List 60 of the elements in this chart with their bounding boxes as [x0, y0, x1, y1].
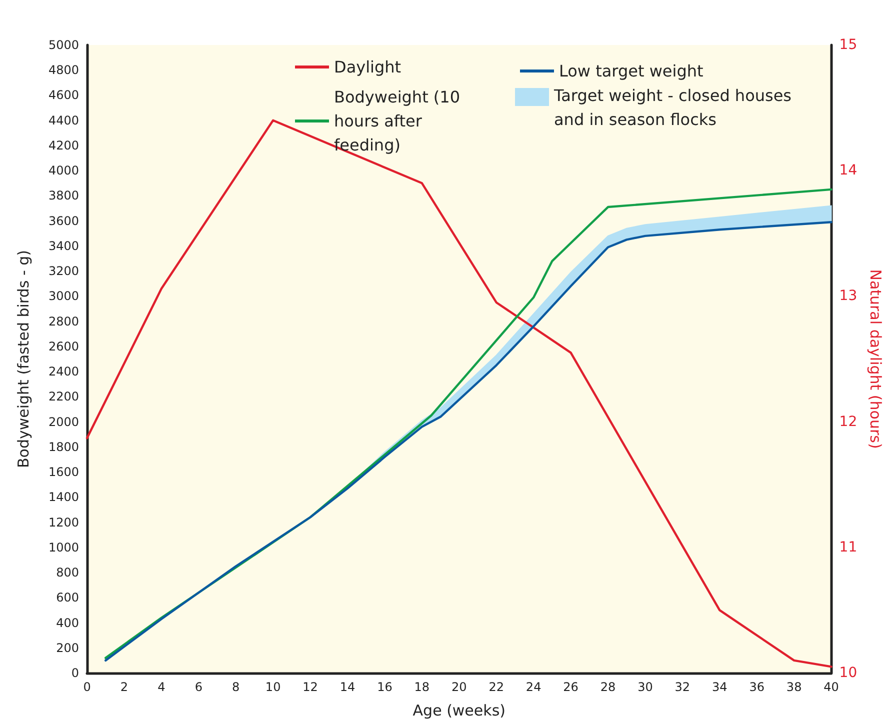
x-tick-label: 30	[638, 680, 653, 694]
y-tick-label: 600	[56, 590, 79, 605]
x-tick-label: 18	[414, 680, 430, 694]
y-tick-label: 400	[56, 616, 79, 630]
y-tick-label: 2600	[48, 339, 79, 354]
x-tick-label: 0	[83, 680, 91, 694]
x-tick-label: 20	[452, 680, 467, 694]
y-tick-label: 3400	[48, 238, 79, 253]
y-tick-label: 3600	[48, 214, 79, 228]
y-tick-label: 3200	[48, 264, 79, 278]
y2-tick-label: 15	[839, 37, 858, 53]
y2-axis-title: Natural daylight (hours)	[866, 269, 884, 449]
x-tick-label: 16	[377, 680, 392, 694]
x-tick-label: 4	[158, 680, 166, 694]
y-tick-label: 4600	[48, 88, 79, 102]
x-tick-label: 6	[194, 680, 202, 694]
x-tick-label: 36	[749, 680, 764, 694]
x-tick-label: 10	[265, 680, 281, 694]
y-tick-label: 3800	[48, 188, 79, 203]
x-tick-label: 22	[488, 680, 504, 694]
y-tick-label: 4400	[48, 113, 79, 128]
y-tick-label: 0	[71, 666, 79, 680]
y-tick-label: 3000	[48, 289, 79, 304]
x-tick-label: 8	[232, 680, 240, 694]
y-tick-label: 1600	[48, 465, 79, 480]
y-tick-label: 1000	[48, 540, 79, 554]
y-tick-label: 5000	[48, 38, 79, 52]
annotation: Target weight - closed houses and in season flocks	[554, 85, 793, 131]
y2-tick-label: 10	[839, 665, 858, 681]
y-tick-label: 4000	[48, 164, 79, 178]
y-tick-label: 200	[56, 640, 79, 655]
x-tick-label: 12	[302, 680, 318, 694]
y2-tick-label: 13	[839, 288, 858, 304]
y-axis-title: Bodyweight (fasted birds - g)	[14, 250, 32, 468]
y2-tick-label: 14	[839, 162, 858, 179]
legend-label: Low target weight	[559, 62, 704, 80]
y-tick-label: 1200	[48, 515, 79, 530]
y-tick-label: 800	[56, 566, 79, 580]
y-tick-label: 1400	[48, 490, 79, 504]
y-tick-label: 2200	[48, 390, 79, 404]
x-tick-label: 28	[600, 680, 616, 694]
y-tick-label: 4800	[48, 63, 79, 78]
x-tick-label: 24	[526, 680, 542, 694]
y2-tick-label: 11	[839, 539, 858, 556]
x-tick-label: 34	[712, 680, 728, 694]
y-tick-label: 1800	[48, 440, 79, 454]
x-tick-label: 32	[674, 680, 690, 694]
y-tick-label: 4200	[48, 138, 79, 152]
x-tick-label: 38	[786, 680, 802, 694]
x-tick-label: 40	[824, 680, 839, 694]
x-axis-title: Age (weeks)	[412, 702, 506, 720]
y2-tick-label: 12	[839, 414, 858, 430]
x-tick-label: 14	[340, 680, 356, 694]
legend-label: Bodyweight (10 hours after feeding)	[334, 88, 466, 154]
x-tick-label: 26	[563, 680, 578, 694]
y-tick-label: 2000	[48, 414, 79, 429]
y-tick-label: 2400	[48, 364, 79, 379]
x-tick-label: 2	[120, 680, 128, 694]
legend-label: Daylight	[334, 58, 402, 76]
y-tick-label: 2800	[48, 314, 79, 328]
